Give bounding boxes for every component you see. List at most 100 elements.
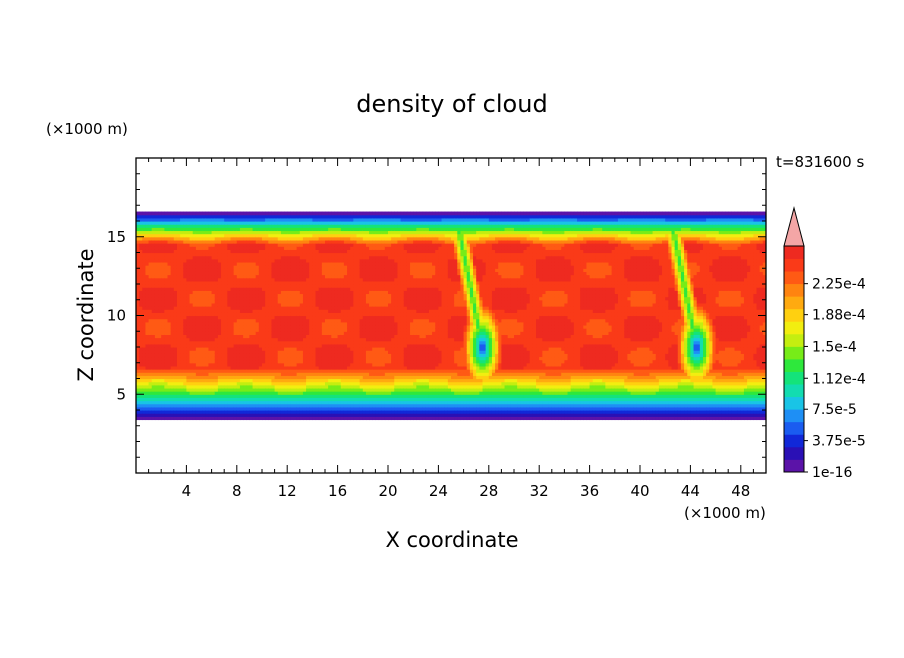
heatmap-cell: [161, 261, 165, 266]
heatmap-cell: [258, 227, 263, 232]
heatmap-cell: [154, 239, 159, 244]
heatmap-cell: [227, 400, 232, 405]
heatmap-cell: [325, 391, 329, 395]
heatmap-cell: [205, 403, 210, 408]
heatmap-cell: [252, 375, 257, 380]
heatmap-cell: [186, 356, 191, 361]
heatmap-cell: [136, 296, 140, 301]
heatmap-cell: [233, 221, 238, 225]
heatmap-cell: [347, 403, 351, 408]
heatmap-cell: [217, 359, 222, 364]
heatmap-cell: [164, 343, 169, 348]
heatmap-cell: [211, 261, 216, 266]
heatmap-cell: [233, 406, 238, 411]
heatmap-cell: [239, 318, 244, 323]
heatmap-cell: [328, 375, 332, 380]
heatmap-cell: [290, 261, 295, 266]
heatmap-cell: [356, 293, 361, 298]
heatmap-cell: [158, 243, 162, 247]
heatmap-cell: [318, 211, 323, 216]
heatmap-cell: [176, 280, 181, 285]
heatmap-cell: [205, 387, 210, 392]
heatmap-cell: [221, 321, 225, 326]
heatmap-cell: [167, 309, 172, 313]
heatmap-cell: [369, 315, 373, 320]
heatmap-cell: [306, 375, 310, 380]
heatmap-cell: [271, 233, 276, 238]
heatmap-cell: [217, 296, 222, 301]
heatmap-cell: [306, 258, 310, 263]
heatmap-cell: [246, 233, 250, 238]
heatmap-cell: [268, 255, 273, 260]
heatmap-cell: [192, 315, 197, 320]
heatmap-cell: [328, 321, 332, 326]
heatmap-cell: [154, 400, 159, 405]
heatmap-cell: [262, 397, 266, 402]
heatmap-cell: [142, 324, 147, 329]
heatmap-cell: [195, 324, 200, 329]
heatmap-cell: [224, 321, 228, 326]
heatmap-cell: [350, 221, 354, 225]
heatmap-cell: [139, 394, 143, 398]
heatmap-cell: [136, 233, 140, 238]
heatmap-cell: [369, 274, 373, 279]
heatmap-cell: [230, 217, 235, 222]
heatmap-cell: [176, 397, 181, 402]
heatmap-cell: [265, 337, 269, 342]
heatmap-cell: [268, 321, 273, 326]
heatmap-cell: [239, 246, 244, 250]
heatmap-cell: [312, 258, 317, 263]
heatmap-cell: [334, 378, 339, 383]
heatmap-cell: [202, 221, 206, 225]
heatmap-cell: [309, 217, 313, 222]
heatmap-cell: [139, 359, 143, 364]
heatmap-cell: [233, 378, 238, 383]
heatmap-cell: [309, 410, 313, 414]
heatmap-cell: [284, 268, 288, 272]
heatmap-cell: [239, 365, 244, 370]
heatmap-cell: [340, 302, 345, 307]
heatmap-cell: [224, 252, 228, 257]
heatmap-cell: [249, 265, 254, 269]
heatmap-cell: [252, 299, 257, 304]
heatmap-cell: [243, 356, 247, 361]
heatmap-cell: [262, 340, 266, 345]
heatmap-cell: [170, 293, 175, 298]
heatmap-cell: [340, 328, 345, 332]
heatmap-cell: [154, 372, 159, 376]
heatmap-cell: [186, 337, 191, 342]
heatmap-cell: [315, 271, 320, 276]
heatmap-cell: [183, 258, 187, 263]
heatmap-cell: [325, 284, 329, 288]
heatmap-cell: [189, 328, 194, 332]
heatmap-cell: [214, 413, 219, 417]
heatmap-cell: [325, 221, 329, 225]
heatmap-cell: [299, 359, 304, 364]
heatmap-cell: [293, 252, 298, 257]
heatmap-cell: [252, 362, 257, 367]
heatmap-cell: [290, 381, 295, 386]
heatmap-cell: [328, 249, 332, 254]
heatmap-cell: [315, 369, 320, 373]
heatmap-cell: [347, 299, 351, 304]
heatmap-cell: [356, 274, 361, 279]
heatmap-cell: [154, 353, 159, 358]
heatmap-cell: [205, 353, 210, 358]
heatmap-cell: [331, 236, 336, 241]
heatmap-cell: [306, 309, 310, 313]
heatmap-cell: [258, 362, 263, 367]
heatmap-cell: [312, 347, 317, 351]
heatmap-cell: [154, 321, 159, 326]
heatmap-cell: [239, 230, 244, 235]
heatmap-cell: [331, 227, 336, 232]
heatmap-cell: [362, 261, 367, 266]
heatmap-cell: [337, 274, 342, 279]
heatmap-cell: [224, 221, 228, 225]
heatmap-cell: [227, 221, 232, 225]
heatmap-cell: [284, 413, 288, 417]
heatmap-cell: [309, 287, 313, 291]
heatmap-cell: [195, 277, 200, 282]
heatmap-cell: [356, 359, 361, 364]
heatmap-cell: [249, 255, 254, 260]
heatmap-cell: [208, 290, 213, 295]
